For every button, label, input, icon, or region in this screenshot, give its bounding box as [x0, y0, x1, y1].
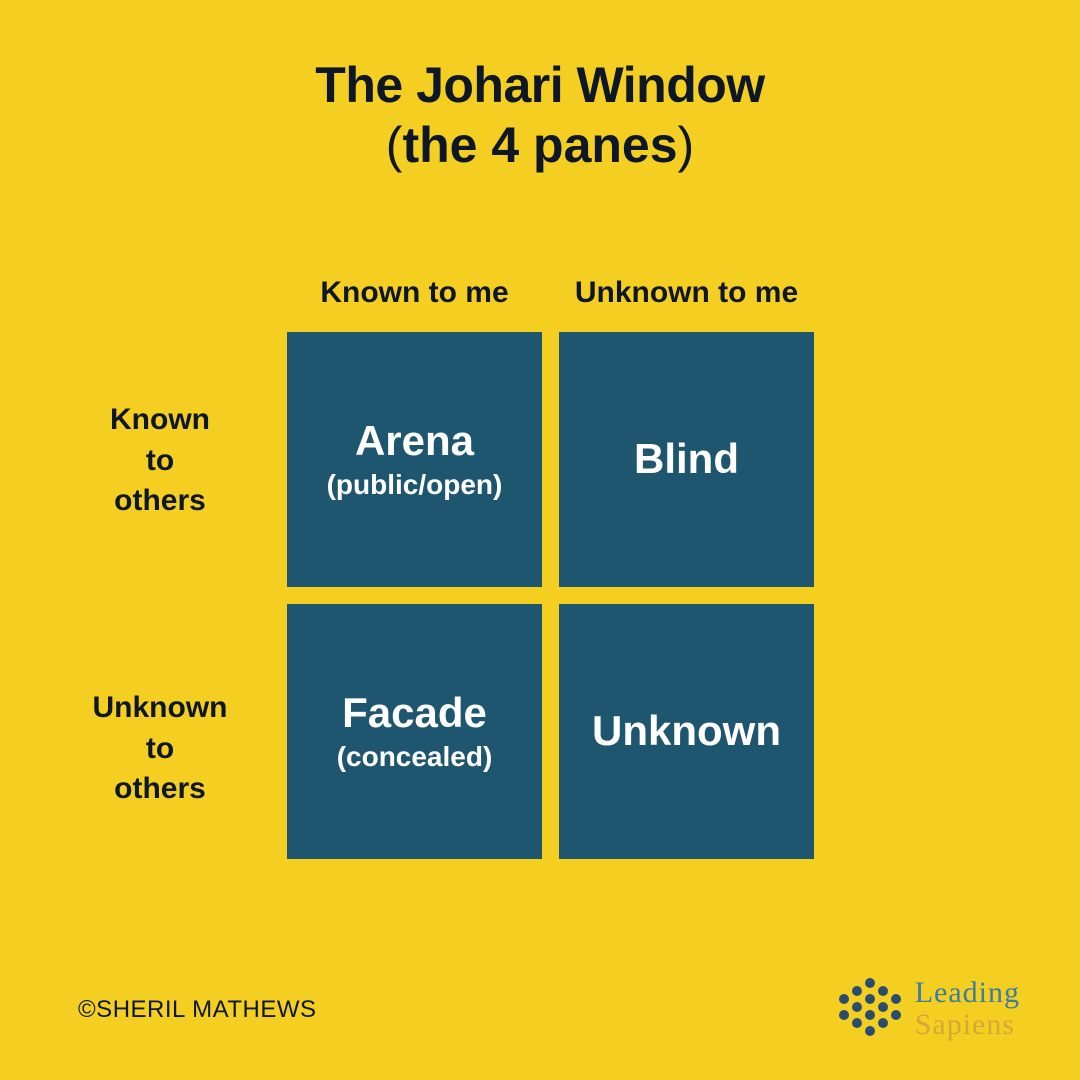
row-label-2: Unknown to others — [60, 688, 260, 810]
paren-open: ( — [386, 117, 403, 173]
column-header-2: Unknown to me — [559, 276, 814, 310]
brand-text: Leading Sapiens — [915, 977, 1020, 1040]
brand-line-1: Leading — [915, 977, 1020, 1009]
quadrant-title: Facade — [342, 690, 487, 736]
brand-logo: Leading Sapiens — [839, 977, 1020, 1040]
quadrant-title: Arena — [355, 418, 474, 464]
row-1-word-2: to — [146, 444, 174, 477]
row-2-word-3: others — [114, 772, 206, 805]
quadrant-unknown: Unknown — [559, 604, 814, 859]
row-2-word-1: Unknown — [93, 691, 228, 724]
quadrant-blind: Blind — [559, 332, 814, 587]
row-label-1: Known to others — [60, 400, 260, 522]
title-line-1: The Johari Window — [0, 55, 1080, 115]
title-bold: the 4 panes — [402, 117, 677, 173]
title-line-2: (the 4 panes) — [0, 115, 1080, 175]
quadrant-facade: Facade (concealed) — [287, 604, 542, 859]
quadrant-subtitle: (concealed) — [337, 741, 493, 773]
infographic-canvas: The Johari Window (the 4 panes) Known to… — [0, 0, 1080, 1080]
brand-icon — [839, 978, 901, 1040]
row-1-word-1: Known — [110, 403, 210, 436]
brand-line-2: Sapiens — [915, 1009, 1020, 1041]
title-block: The Johari Window (the 4 panes) — [0, 55, 1080, 175]
row-2-word-2: to — [146, 732, 174, 765]
column-header-1: Known to me — [287, 276, 542, 310]
paren-close: ) — [678, 117, 695, 173]
quadrant-title: Unknown — [592, 708, 781, 754]
row-1-word-3: others — [114, 484, 206, 517]
quadrant-arena: Arena (public/open) — [287, 332, 542, 587]
quadrant-title: Blind — [634, 436, 739, 482]
copyright-text: ©SHERIL MATHEWS — [78, 996, 317, 1024]
quadrant-subtitle: (public/open) — [327, 469, 503, 501]
